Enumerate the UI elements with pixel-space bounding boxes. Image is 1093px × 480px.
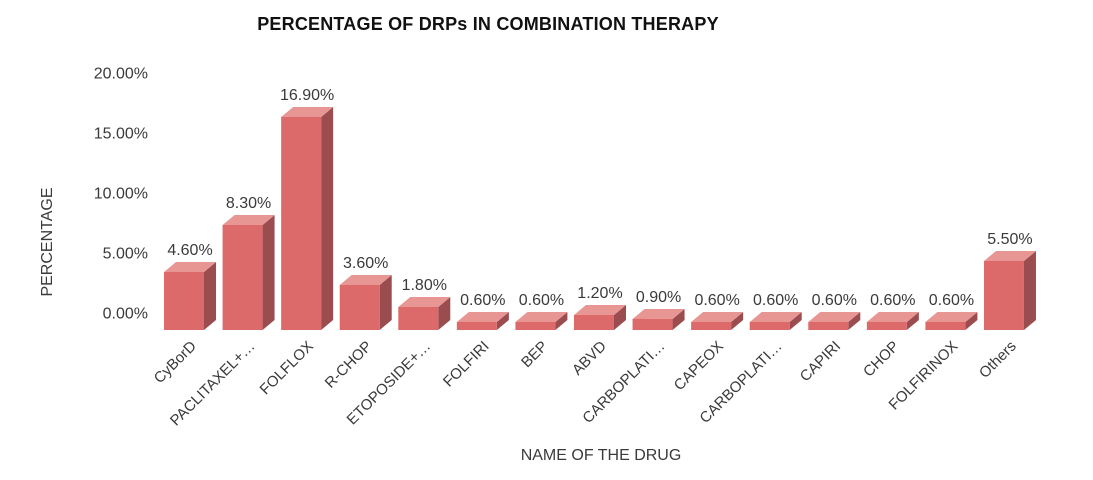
bar-15 (983, 251, 1036, 330)
bar-front-face (398, 307, 439, 330)
bar-side-face (965, 312, 978, 330)
bar-top-face (222, 215, 275, 225)
bar-4 (339, 275, 392, 330)
bar-6 (456, 312, 509, 330)
bar-front-face (456, 322, 497, 330)
y-tick-label: 5.00% (103, 246, 148, 263)
x-category-label: R-CHOP (322, 338, 376, 392)
bar-12 (808, 312, 861, 330)
bar-9 (632, 309, 685, 330)
x-category-label: Others (976, 338, 1020, 382)
bar-front-face (749, 322, 790, 330)
bar-front-face (515, 322, 556, 330)
x-category-label: CAPIRI (797, 338, 844, 385)
bar-front-face (983, 261, 1024, 330)
y-tick-label: 10.00% (94, 186, 148, 203)
bar-front-face (222, 225, 263, 330)
bar-top-face (281, 107, 334, 117)
bar-value-label: 4.60% (167, 242, 212, 259)
bar-2 (222, 215, 275, 330)
bar-top-face (749, 312, 802, 322)
x-category-label: CAPEOX (671, 338, 727, 394)
x-category-label: FOLFIRI (440, 338, 493, 391)
bar-13 (866, 312, 919, 330)
bar-top-face (925, 312, 978, 322)
bar-side-face (204, 262, 216, 330)
bar-top-face (339, 275, 392, 285)
x-axis-title: NAME OF THE DRUG (520, 447, 682, 464)
bar-side-face (731, 312, 744, 330)
bar-side-face (848, 312, 861, 330)
bar-top-face (691, 312, 744, 322)
bar-top-face (456, 312, 509, 322)
bar-top-face (164, 262, 216, 272)
bar-5 (398, 297, 451, 330)
bar-side-face (379, 275, 392, 330)
bar-value-label: 5.50% (987, 231, 1032, 248)
bar-value-label: 16.90% (280, 87, 334, 104)
bar-top-face (398, 297, 451, 307)
bar-front-face (808, 322, 849, 330)
bar-11 (749, 312, 802, 330)
bar-top-face (515, 312, 568, 322)
bar-14 (925, 312, 978, 330)
bar-front-face (925, 322, 966, 330)
bar-top-face (808, 312, 861, 322)
bar-side-face (555, 312, 568, 330)
bar-value-label: 8.30% (226, 195, 271, 212)
bar-value-label: 0.60% (519, 292, 564, 309)
y-tick-label: 0.00% (103, 306, 148, 323)
y-tick-label: 15.00% (94, 126, 148, 143)
bar-side-face (613, 305, 626, 330)
bar-value-label: 0.60% (870, 292, 915, 309)
bar-side-face (789, 312, 802, 330)
x-category-label: CHOP (860, 338, 903, 381)
bar-3 (281, 107, 334, 330)
bar-value-label: 0.60% (753, 292, 798, 309)
bar-side-face (321, 107, 334, 330)
x-category-label: CyBorD (151, 338, 200, 387)
bar-top-face (983, 251, 1036, 261)
bar-front-face (866, 322, 907, 330)
bar-side-face (438, 297, 451, 330)
bar-top-face (573, 305, 626, 315)
bar-value-label: 1.20% (577, 285, 622, 302)
bar-front-face (691, 322, 732, 330)
bar-front-face (632, 319, 673, 330)
x-category-label: BEP (518, 338, 551, 371)
bar-value-label: 1.80% (402, 277, 447, 294)
bar-value-label: 0.90% (636, 289, 681, 306)
chart-title: PERCENTAGE OF DRPs IN COMBINATION THERAP… (257, 14, 719, 34)
bar-top-face (632, 309, 685, 319)
bar-1 (164, 262, 216, 330)
bar-side-face (262, 215, 275, 330)
bar-value-label: 0.60% (694, 292, 739, 309)
bar-front-face (164, 272, 204, 330)
bar-8 (573, 305, 626, 330)
bar-10 (691, 312, 744, 330)
bar-value-label: 0.60% (812, 292, 857, 309)
bar-side-face (672, 309, 685, 330)
x-category-label: ABVD (569, 338, 610, 379)
bar-side-face (906, 312, 919, 330)
bar-side-face (1023, 251, 1036, 330)
y-tick-label: 20.00% (94, 66, 148, 83)
bar-side-face (496, 312, 509, 330)
bar-value-label: 0.60% (460, 292, 505, 309)
bar-top-face (866, 312, 919, 322)
bar-front-face (281, 117, 322, 330)
x-category-label: FOLFLOX (257, 338, 317, 398)
bar-value-label: 0.60% (929, 292, 974, 309)
bar-front-face (573, 315, 614, 330)
bar-front-face (339, 285, 380, 330)
bar-7 (515, 312, 568, 330)
bar-value-label: 3.60% (343, 255, 388, 272)
